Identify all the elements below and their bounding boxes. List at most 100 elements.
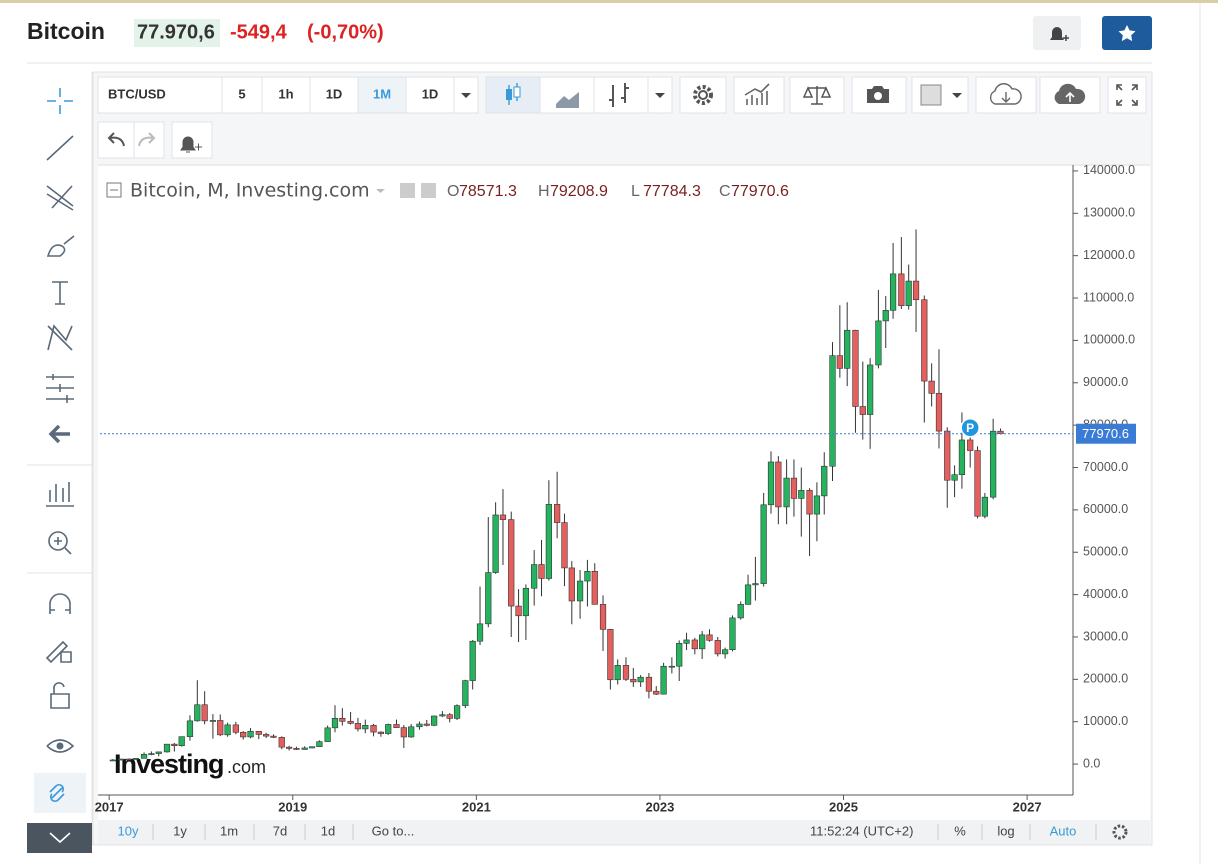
settings-button[interactable]	[679, 76, 727, 114]
candle-body	[706, 634, 713, 641]
candle-body	[981, 496, 988, 517]
fib-tool[interactable]	[46, 185, 74, 211]
range-button[interactable]: 7d	[273, 823, 287, 838]
legend-settings[interactable]	[421, 183, 436, 198]
candle-body	[439, 714, 446, 717]
zoom-tool[interactable]	[48, 531, 68, 551]
candle-body	[232, 724, 239, 733]
candle-body	[347, 720, 354, 724]
candle-body	[255, 731, 262, 735]
hide-toolbar[interactable]	[48, 424, 70, 444]
measure-tool[interactable]	[46, 374, 74, 403]
auto-toggle[interactable]: Auto	[1050, 823, 1077, 838]
candle-body	[354, 723, 362, 730]
candle-body	[967, 439, 974, 451]
log-toggle[interactable]: log	[997, 823, 1014, 838]
range-button[interactable]: 1d	[321, 823, 335, 838]
candle-body	[836, 355, 843, 369]
candle-body	[171, 743, 178, 746]
candle-body	[889, 273, 897, 311]
magnet-tool[interactable]	[49, 593, 71, 614]
bar-type-button[interactable]	[593, 76, 649, 114]
indicators-button[interactable]	[733, 76, 785, 114]
pattern-tool[interactable]	[47, 324, 73, 351]
candle-body	[622, 665, 630, 680]
ohlc-letter: H	[538, 183, 550, 200]
text-tool[interactable]	[52, 281, 68, 305]
range-button[interactable]: 10y	[118, 823, 139, 838]
candle-body	[285, 746, 293, 749]
drawing-toolbar	[27, 72, 93, 853]
symbol-box[interactable]	[97, 76, 223, 114]
interval: 1h	[278, 86, 293, 101]
collapse-button[interactable]	[27, 823, 92, 853]
candle-body	[844, 329, 851, 369]
candle-body	[209, 720, 217, 722]
y-tick-label: 0.0	[1083, 756, 1100, 770]
bottom-settings[interactable]	[1112, 824, 1128, 840]
candle-body	[935, 393, 943, 432]
candle-body	[729, 617, 736, 650]
candle-body	[813, 495, 821, 515]
candle-body	[591, 571, 598, 605]
candle-body	[882, 310, 889, 322]
range-button[interactable]: Go to...	[372, 823, 415, 838]
range-button[interactable]: 1m	[220, 823, 238, 838]
visibility-tool[interactable]	[46, 739, 75, 753]
candle-body	[331, 718, 339, 729]
brush-tool[interactable]	[46, 235, 75, 257]
y-tick-label: 50000.0	[1083, 545, 1128, 559]
candle-body	[852, 329, 859, 407]
lock-tool[interactable]	[50, 682, 70, 709]
alert-button[interactable]	[1033, 16, 1081, 50]
candle-body	[630, 679, 637, 683]
candle-body	[301, 747, 308, 750]
candle-body	[921, 299, 928, 382]
annotation-marker[interactable]	[960, 417, 980, 438]
interval: 5	[238, 86, 245, 101]
candle-body	[721, 649, 729, 655]
candle-body	[990, 430, 997, 498]
candle-body	[308, 746, 316, 749]
candle-body	[614, 665, 621, 681]
bottom-bar	[98, 820, 1150, 844]
candle-body	[370, 725, 377, 733]
candle-body	[462, 680, 469, 706]
change: -549,4	[230, 21, 288, 43]
candle-body	[446, 714, 453, 719]
percent-toggle[interactable]: %	[954, 823, 966, 838]
candle-body	[515, 605, 522, 617]
ohlc-value: 77970.6	[731, 183, 789, 200]
candle-body	[476, 623, 484, 642]
fullscreen-button[interactable]	[1107, 76, 1147, 114]
candle-body	[676, 643, 683, 667]
candle-type-button[interactable]	[485, 76, 541, 114]
link-tool[interactable]	[34, 773, 86, 813]
interval-button[interactable]	[221, 76, 263, 114]
line-tool[interactable]	[46, 135, 74, 161]
candle-body	[132, 758, 139, 760]
indicators-tool[interactable]	[46, 482, 74, 507]
candle-body	[806, 490, 813, 515]
legend-visibility[interactable]	[400, 183, 415, 198]
interval-button[interactable]	[309, 76, 359, 114]
interval-button[interactable]	[405, 76, 455, 114]
undo-button[interactable]	[97, 121, 135, 159]
y-tick-label: 20000.0	[1083, 672, 1128, 686]
top-strip	[0, 0, 1218, 3]
watermark-brand: Investing	[114, 749, 224, 779]
lock-draw-tool[interactable]	[45, 640, 72, 664]
candle-body	[453, 705, 461, 719]
crosshair-tool[interactable]	[47, 88, 73, 114]
watchlist-button[interactable]	[1102, 16, 1152, 50]
redo-button[interactable]	[133, 121, 165, 159]
symbol: BTC/USD	[108, 86, 166, 101]
interval-button[interactable]	[261, 76, 311, 114]
candle-body	[485, 572, 492, 625]
candle-body	[408, 726, 415, 738]
y-tick-label: 10000.0	[1083, 714, 1128, 728]
candle-body	[928, 380, 935, 394]
range-button[interactable]: 1y	[173, 823, 187, 838]
candle-body	[186, 720, 194, 737]
interval: 1D	[326, 86, 343, 101]
